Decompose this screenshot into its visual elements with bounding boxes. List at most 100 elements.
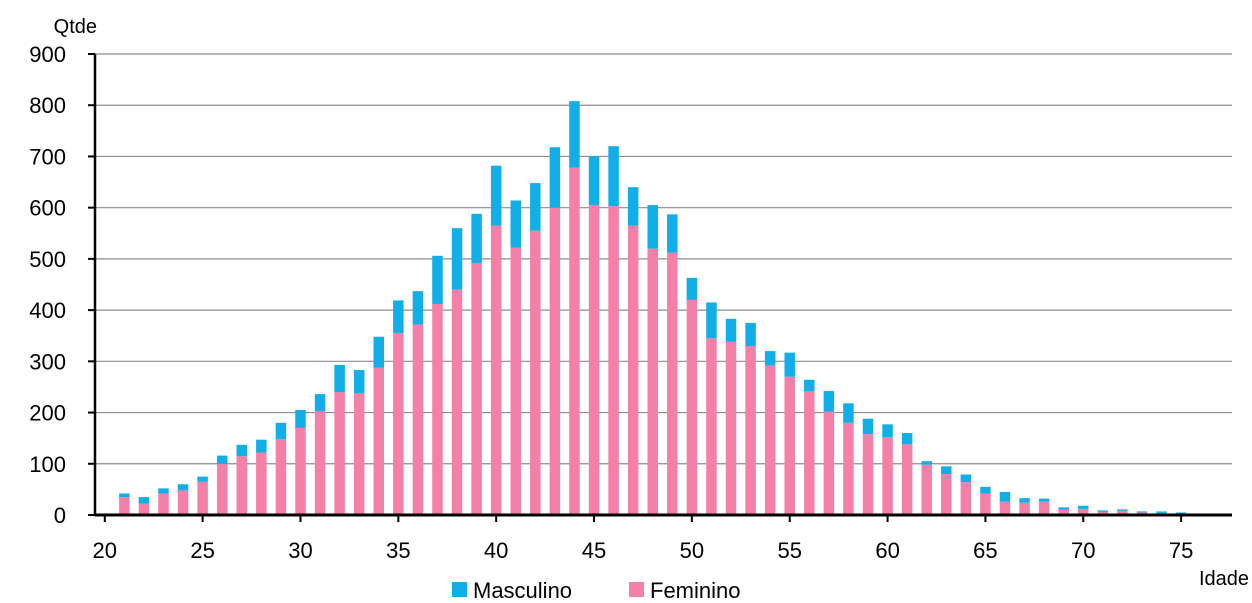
axes: [88, 53, 1232, 522]
bar-feminino: [921, 464, 932, 515]
bar-masculino: [823, 391, 835, 412]
bar-feminino: [158, 493, 169, 515]
bar-masculino: [921, 461, 932, 465]
bar-feminino: [784, 376, 795, 515]
bar-feminino: [862, 434, 874, 515]
bar-masculino: [764, 351, 776, 366]
legend-swatch-feminino: [629, 582, 644, 597]
bar-masculino: [1117, 509, 1128, 511]
bar-feminino: [275, 439, 287, 515]
y-tick-labels: 0 100 200 300 400 500 600 700 800 900: [29, 42, 66, 528]
y-tick-label: 600: [29, 196, 66, 221]
bar-masculino: [941, 466, 952, 475]
bar-masculino: [745, 322, 756, 346]
bar-masculino: [256, 439, 267, 453]
bar-masculino: [901, 433, 913, 445]
bar-feminino: [804, 391, 815, 515]
bar-masculino: [138, 497, 150, 504]
bar-masculino: [197, 476, 208, 482]
bar-masculino: [1097, 510, 1109, 512]
bar-feminino: [530, 230, 541, 515]
bar-masculino: [471, 213, 482, 263]
x-axis-title: Idade: [1199, 568, 1249, 590]
bar-feminino: [1019, 502, 1030, 515]
legend-label-masculino: Masculino: [473, 578, 572, 603]
bar-feminino: [999, 501, 1011, 515]
bar-feminino: [667, 252, 678, 515]
bar-feminino: [138, 503, 150, 515]
y-tick-label: 800: [29, 93, 66, 118]
y-tick-label: 0: [54, 503, 66, 528]
bar-feminino: [1117, 510, 1128, 515]
legend-swatch-masculino: [452, 582, 467, 597]
x-tick-label: 70: [1071, 538, 1095, 563]
bar-feminino: [569, 167, 580, 516]
bar-masculino: [1136, 511, 1148, 513]
bar-masculino: [158, 488, 169, 494]
y-tick-label: 700: [29, 144, 66, 169]
y-tick-label: 300: [29, 349, 66, 374]
bar-masculino: [843, 403, 854, 423]
bar-feminino: [706, 338, 717, 515]
bar-feminino: [764, 365, 776, 515]
bar-feminino: [197, 481, 208, 515]
legend: Masculino Feminino: [452, 578, 740, 603]
bar-masculino: [608, 146, 619, 207]
x-tick-label: 65: [973, 538, 997, 563]
bar-masculino: [275, 422, 287, 440]
bar-feminino: [960, 482, 972, 515]
x-tick-label: 60: [875, 538, 899, 563]
bar-masculino: [1058, 507, 1069, 510]
x-tick-label: 40: [484, 538, 508, 563]
bar-masculino: [451, 228, 463, 290]
bar-feminino: [490, 225, 502, 515]
y-tick-label: 400: [29, 298, 66, 323]
bar-feminino: [236, 456, 248, 515]
bar-masculino: [882, 424, 893, 438]
bar-masculino: [334, 364, 345, 393]
bar-feminino: [608, 206, 619, 515]
bar-masculino: [627, 187, 639, 226]
bar-masculino: [1019, 498, 1030, 503]
bar-feminino: [686, 299, 698, 515]
bar-feminino: [823, 411, 835, 515]
bar-masculino: [647, 205, 658, 249]
bar-masculino: [314, 394, 326, 412]
bar-feminino: [393, 333, 404, 515]
x-tick-label: 20: [93, 538, 117, 563]
bar-masculino: [295, 409, 306, 428]
bar-feminino: [216, 463, 228, 515]
bar-masculino: [960, 474, 972, 483]
bar-masculino: [412, 291, 424, 325]
bar-masculino: [549, 147, 561, 208]
bar-feminino: [1058, 509, 1069, 515]
bar-feminino: [314, 411, 326, 515]
y-tick-label: 200: [29, 401, 66, 426]
bars: [99, 101, 1187, 516]
bar-feminino: [256, 452, 267, 515]
bar-feminino: [843, 422, 854, 515]
x-tick-label: 75: [1169, 538, 1193, 563]
x-tick-label: 30: [288, 538, 312, 563]
bar-masculino: [177, 484, 189, 491]
bar-masculino: [1038, 498, 1050, 502]
bar-masculino: [530, 183, 541, 231]
legend-label-feminino: Feminino: [650, 578, 740, 603]
bar-feminino: [647, 248, 658, 515]
gridlines: [95, 53, 1232, 465]
bar-masculino: [667, 214, 678, 253]
bar-feminino: [412, 324, 424, 515]
bar-feminino: [334, 392, 345, 515]
bar-feminino: [1038, 501, 1050, 515]
bar-feminino: [295, 427, 306, 515]
bar-masculino: [804, 379, 815, 392]
bar-masculino: [119, 493, 130, 498]
bar-feminino: [725, 341, 737, 515]
bar-masculino: [1175, 512, 1187, 514]
bar-feminino: [980, 493, 991, 515]
bar-feminino: [353, 393, 365, 515]
bar-masculino: [862, 418, 874, 435]
bar-masculino: [588, 156, 600, 206]
x-tick-label: 35: [386, 538, 410, 563]
